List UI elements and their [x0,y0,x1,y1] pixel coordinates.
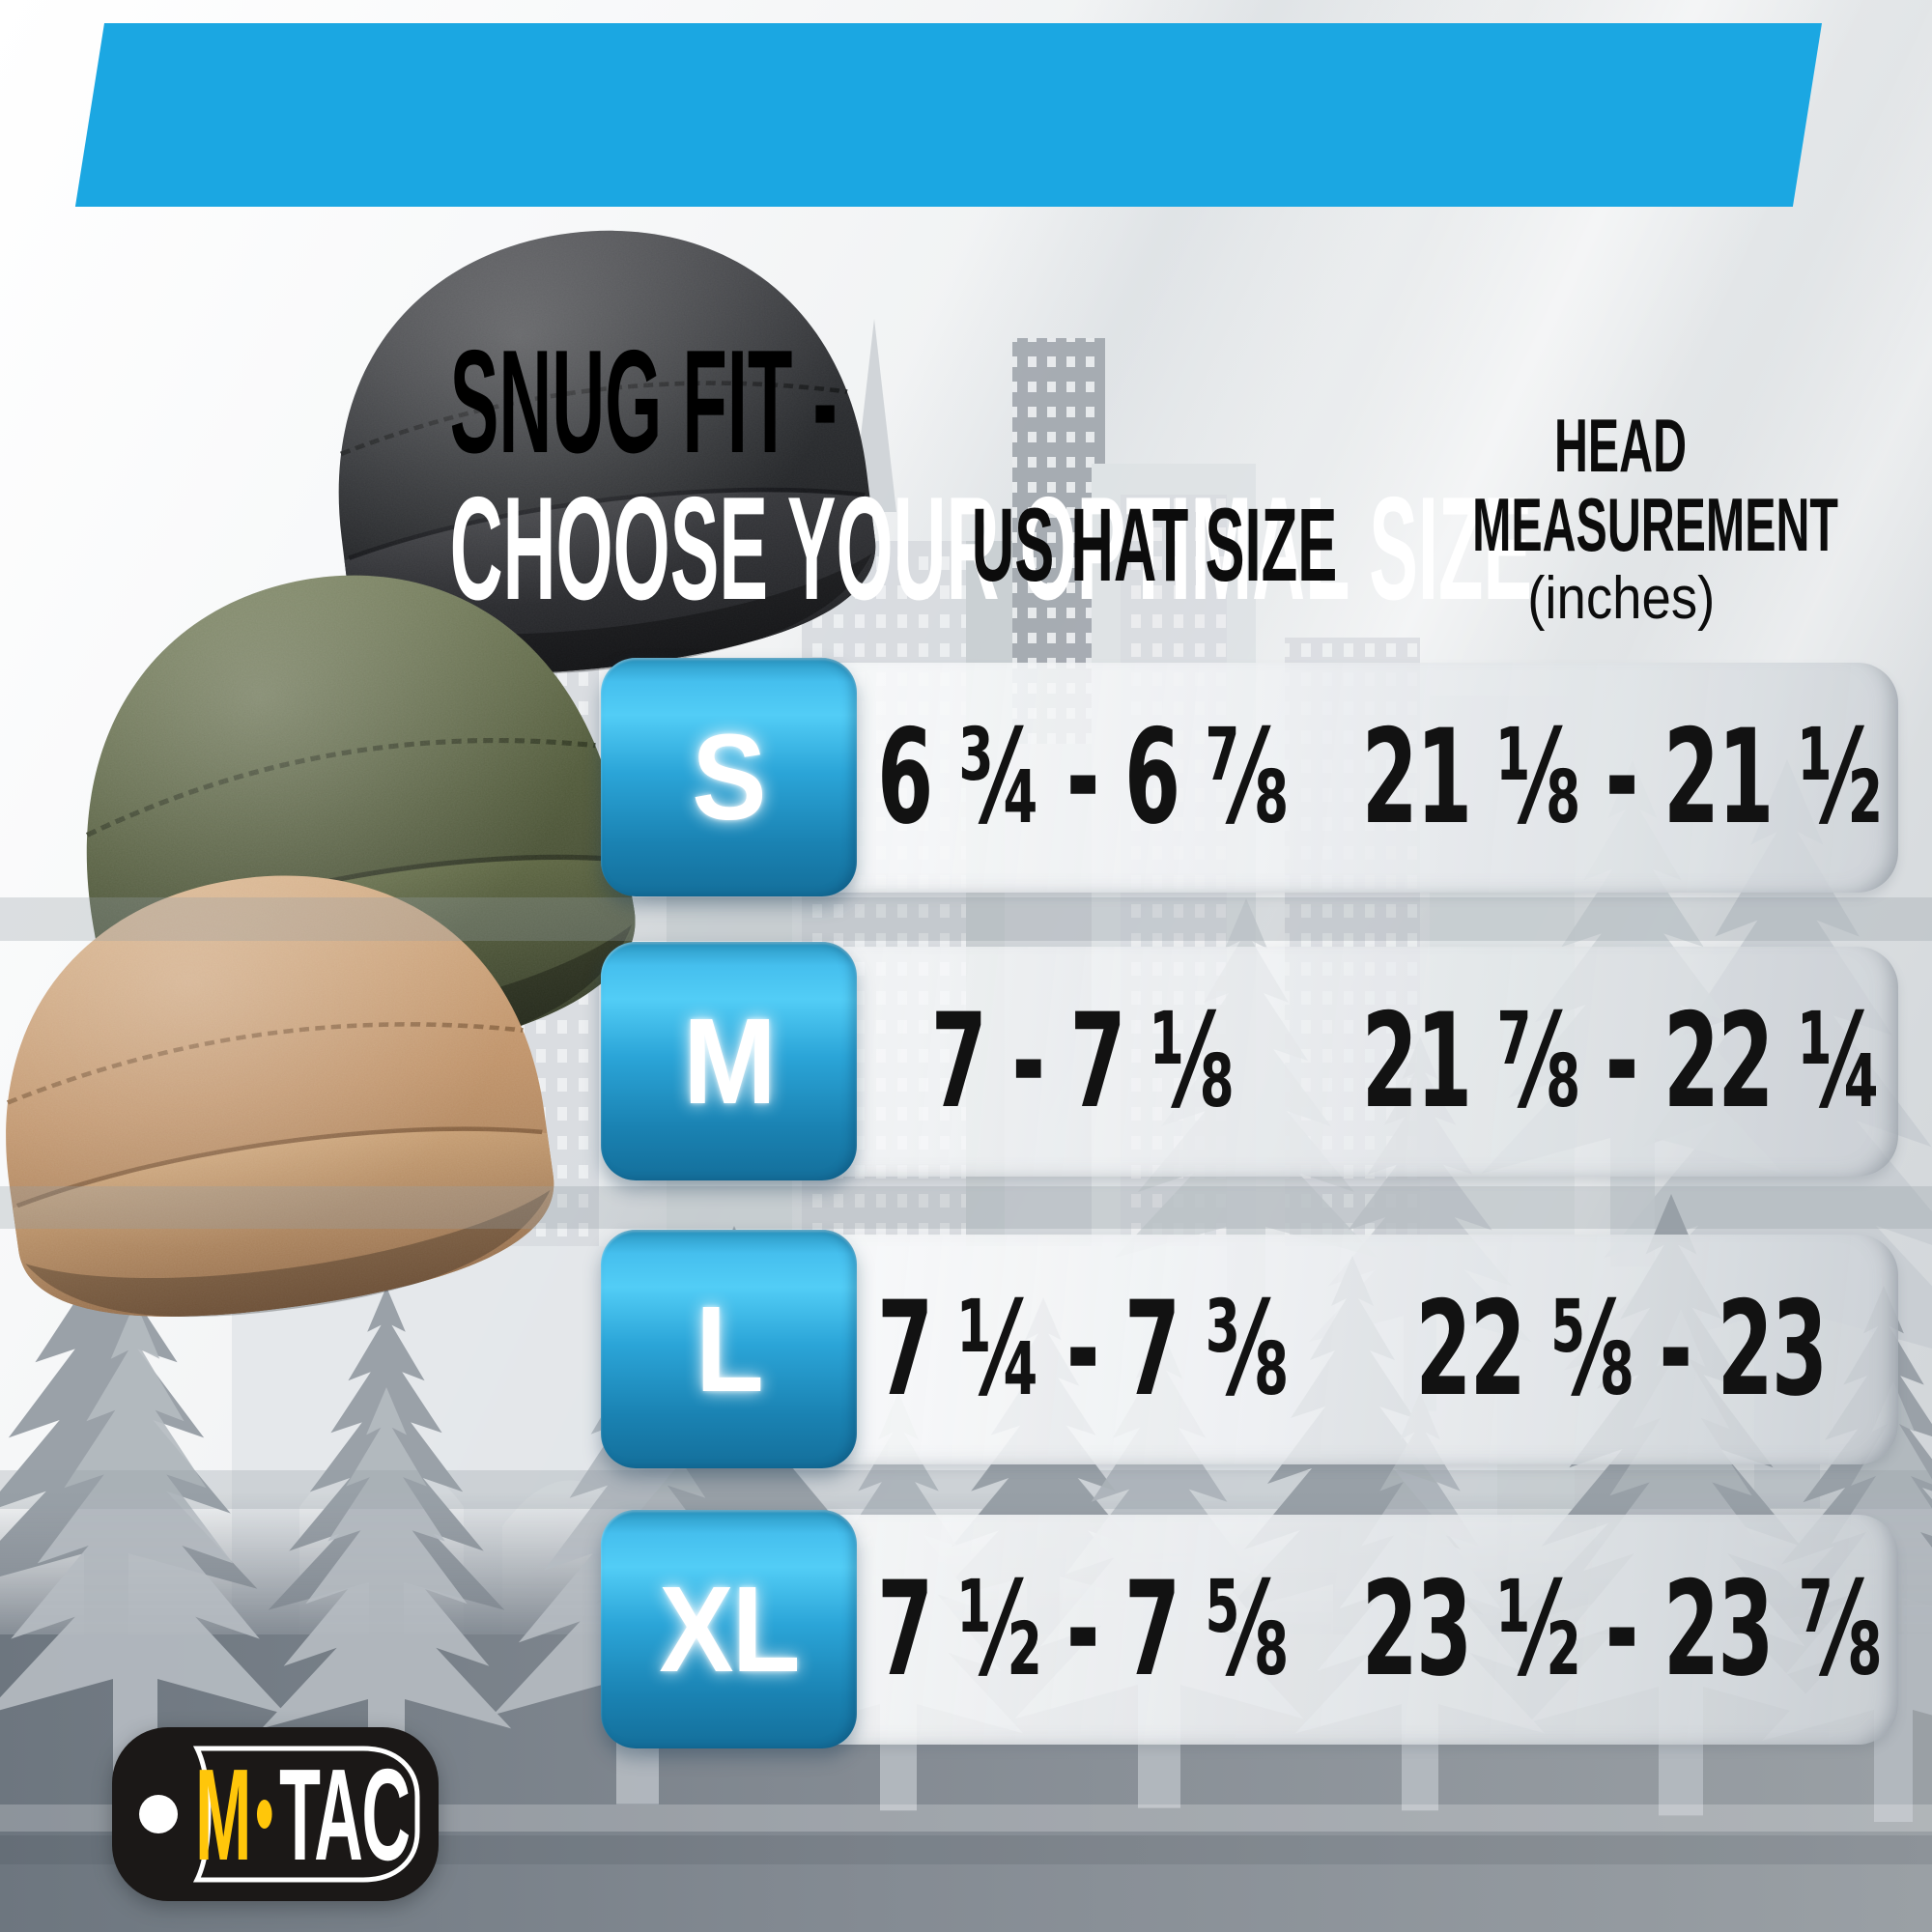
size-label: M [683,993,777,1129]
row-divider [0,1186,1932,1229]
mtac-logo: M TAC [112,1727,439,1901]
size-tab-xl: XL [601,1510,857,1748]
row-divider [0,1470,1932,1509]
column-header-head-measurement: HEAD MEASUREMENT (inches) [1472,403,1838,632]
mtac-logo-text: M TAC [195,1739,411,1889]
coyote-watch-cap-image [0,841,567,1346]
size-tab-s: S [601,658,857,896]
product-hats [0,200,887,1346]
title-highlight: CHOOSE YOUR OPTIMAL SIZE [449,467,1533,631]
hat-size-value-m: 7 - 7 ⅛ [930,985,1235,1137]
hat-size-value-xl: 7 ½ - 7 ⅝ [876,1553,1289,1705]
size-label: L [696,1281,764,1417]
logo-letter-m: M [195,1741,251,1888]
tag-hole-dot [139,1795,178,1833]
head-measurement-value-xl: 23 ½ - 23 ⅞ [1361,1553,1882,1705]
mtac-logo-tag [112,1727,439,1901]
head-measurement-value-m: 21 ⅞ - 22 ¼ [1361,985,1882,1137]
head-measurement-value-l: 22 ⅝ - 23 [1415,1273,1828,1425]
black-watch-cap-image [308,200,887,699]
hat-size-value-l: 7 ¼ - 7 ⅜ [876,1273,1289,1425]
page-title: SNUG FIT - CHOOSE YOUR OPTIMAL SIZE [164,35,1932,622]
column-header-us-hat-size: US HAT SIZE [971,486,1338,603]
size-label: XL [659,1561,800,1697]
logo-letters-tac: TAC [279,1741,411,1888]
head-measurement-value-s: 21 ⅛ - 21 ½ [1361,701,1882,853]
size-tab-l: L [601,1230,857,1468]
row-divider [0,897,1932,941]
size-tab-m: M [601,942,857,1180]
title-prefix: SNUG FIT - [449,320,858,484]
size-label: S [692,709,767,845]
hat-size-value-s: 6 ¾ - 6 ⅞ [876,701,1289,853]
logo-separator-dot [257,1800,272,1829]
